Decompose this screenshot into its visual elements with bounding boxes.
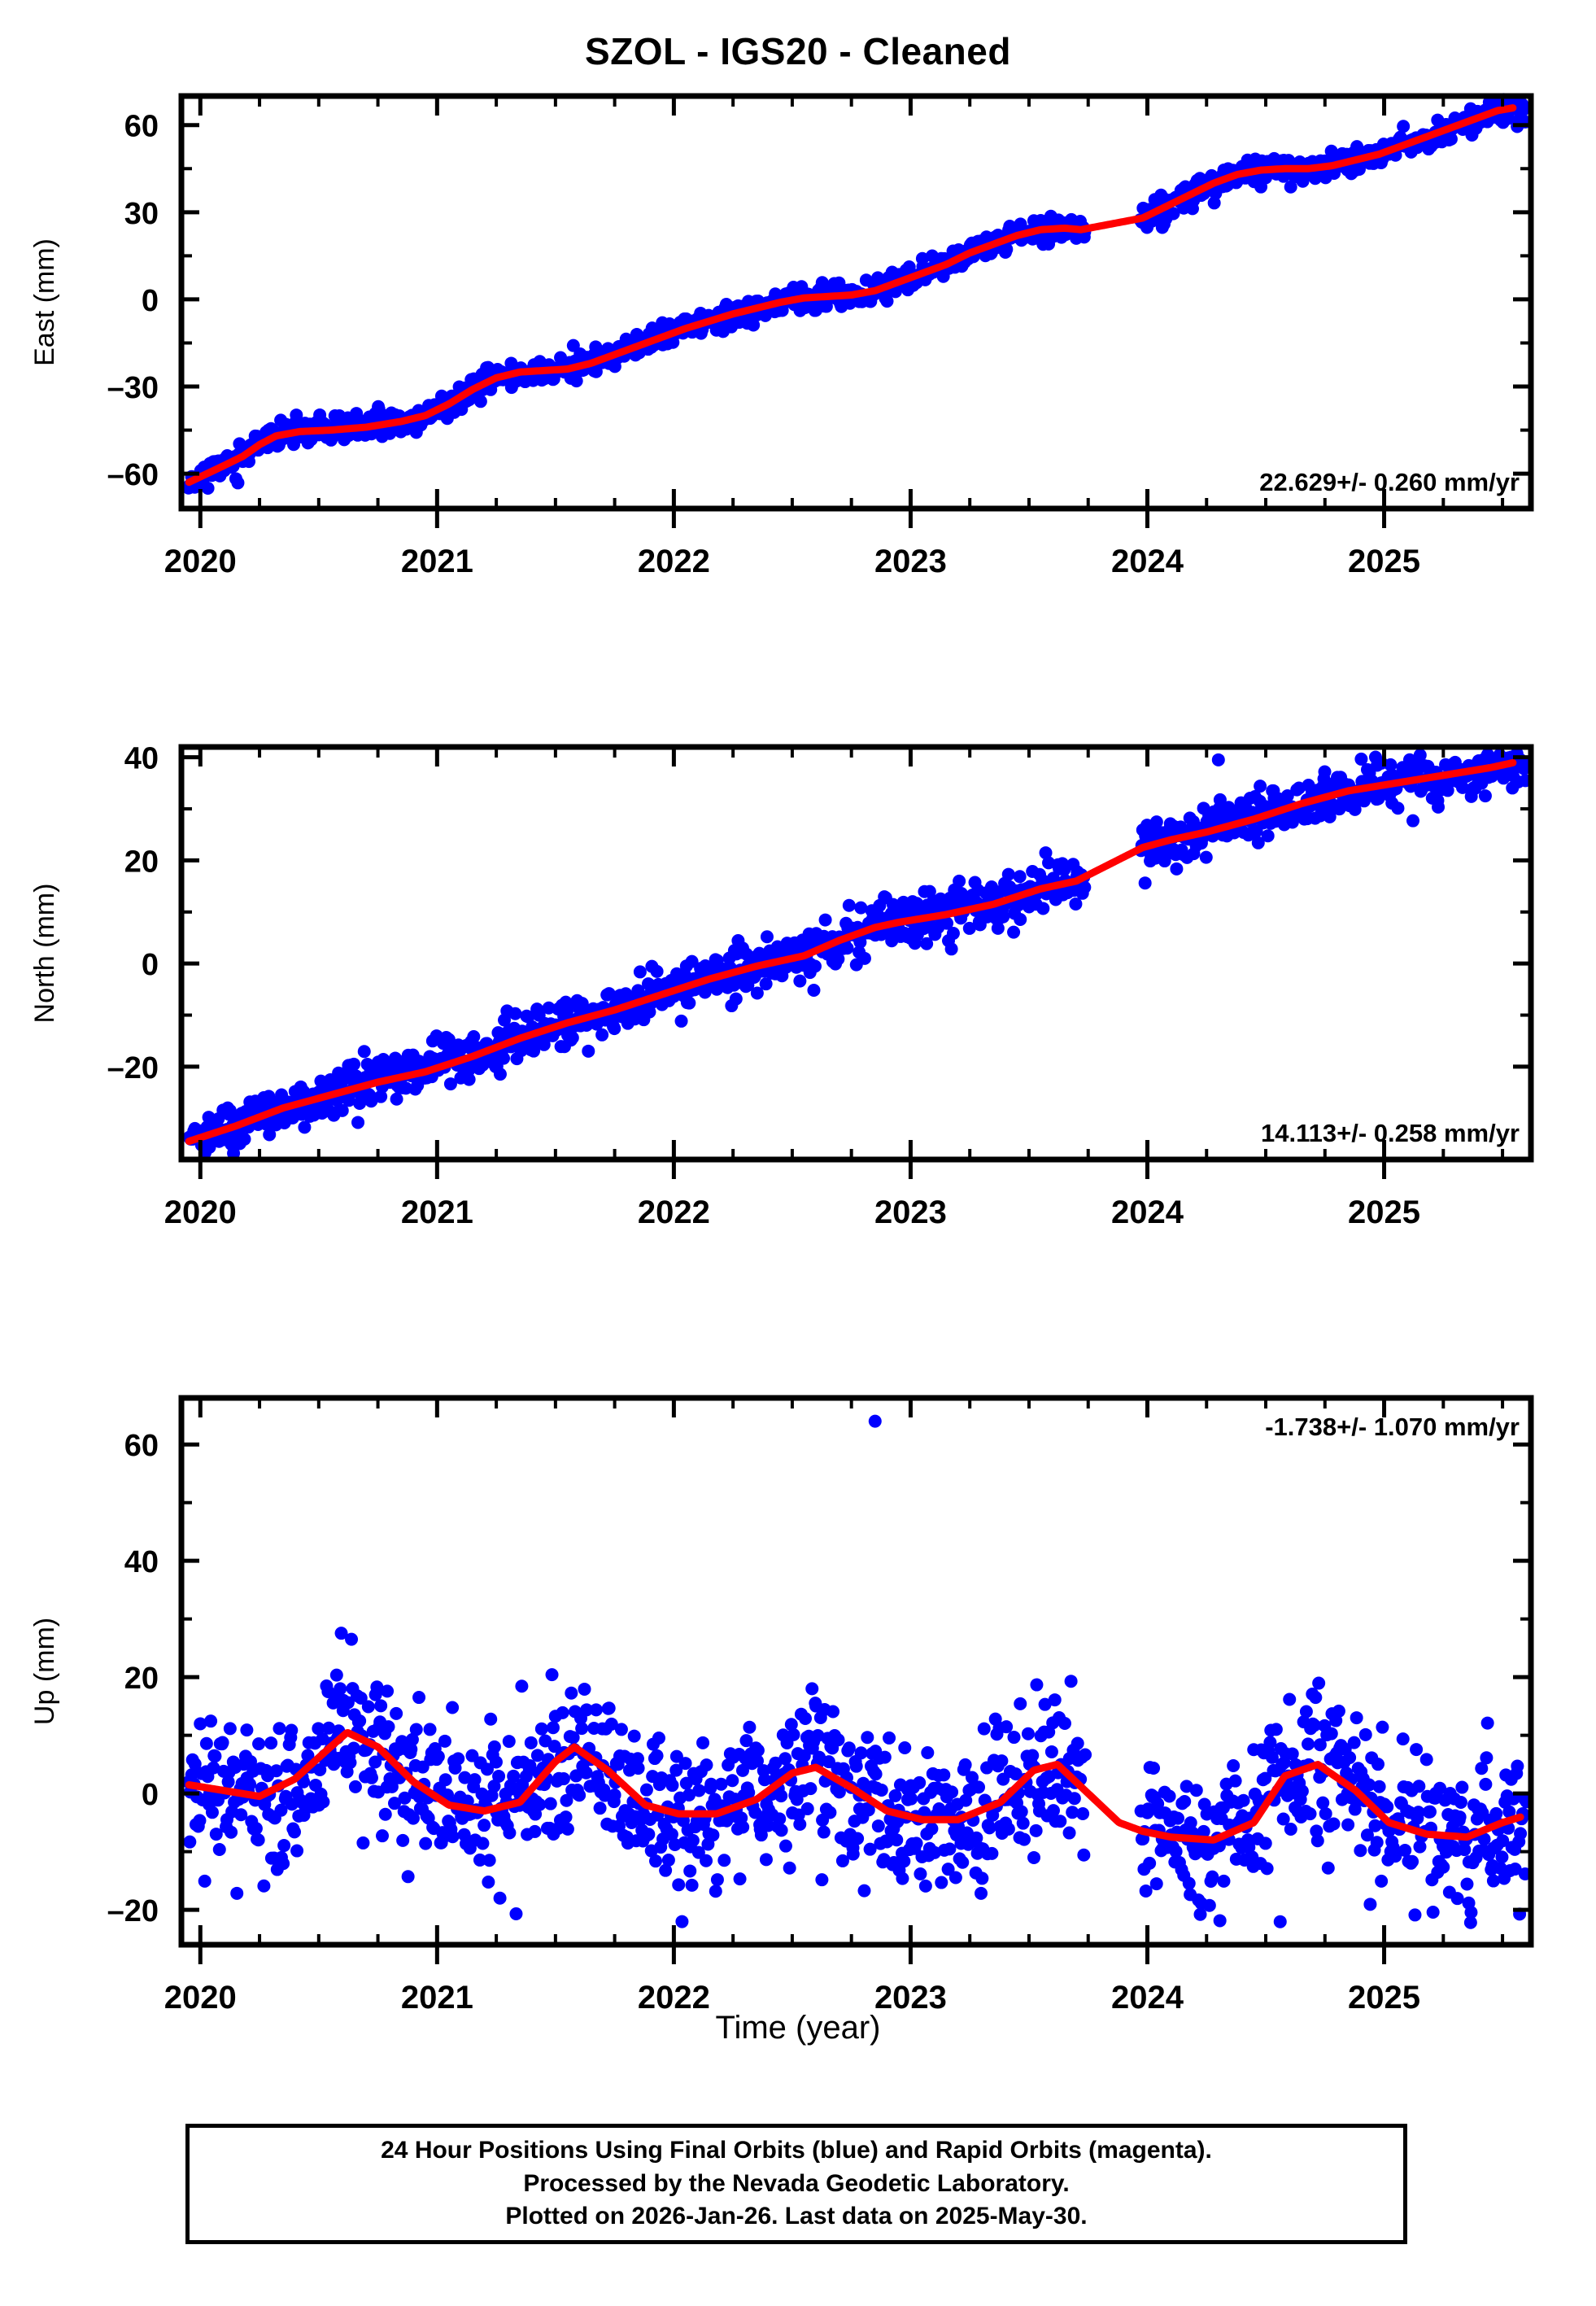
svg-text:–20: –20 xyxy=(107,1051,159,1085)
svg-text:60: 60 xyxy=(124,110,159,144)
svg-text:2025: 2025 xyxy=(1348,544,1420,579)
svg-text:0: 0 xyxy=(142,1778,159,1812)
panel-up: 60 40 20 0 –20 2020 2021 2022 2023 2024 2025 Up (mm… xyxy=(0,1367,1596,2016)
svg-text:2020: 2020 xyxy=(164,544,237,579)
svg-text:–60: –60 xyxy=(107,458,159,492)
svg-text:2025: 2025 xyxy=(1348,1194,1420,1230)
svg-text:2023: 2023 xyxy=(874,544,947,579)
y-axis-label: North (mm) xyxy=(29,884,60,1024)
footer-caption-box: 24 Hour Positions Using Final Orbits (bl… xyxy=(185,2124,1407,2244)
y-axis-label: East (mm) xyxy=(29,238,60,366)
svg-text:2025: 2025 xyxy=(1348,1980,1420,2010)
page-title: SZOL - IGS20 - Cleaned xyxy=(585,30,1011,72)
svg-text:2022: 2022 xyxy=(638,544,710,579)
panel-north: 40 20 0 –20 2020 2021 2022 2023 2024 2025 North (m… xyxy=(0,716,1596,1302)
svg-text:2024: 2024 xyxy=(1111,1194,1184,1230)
svg-text:2024: 2024 xyxy=(1111,544,1184,579)
chart-up: 60 40 20 0 –20 2020 2021 2022 2023 2024 2025 Up (mm… xyxy=(29,1395,1534,2016)
rate-annotation: 22.629+/- 0.260 mm/yr xyxy=(1259,468,1520,496)
footer-line-2: Processed by the Nevada Geodetic Laborat… xyxy=(523,2169,1070,2197)
svg-text:2024: 2024 xyxy=(1111,1980,1184,2010)
svg-text:–30: –30 xyxy=(107,371,159,405)
svg-text:2022: 2022 xyxy=(638,1980,710,2010)
svg-text:0: 0 xyxy=(142,948,159,982)
panel-east: 60 30 0 –30 –60 2020 2021 2022 2023 2024 2025 East … xyxy=(0,65,1596,651)
svg-text:30: 30 xyxy=(124,197,159,231)
svg-text:2022: 2022 xyxy=(638,1194,710,1230)
svg-text:2020: 2020 xyxy=(164,1980,237,2010)
chart-north: 40 20 0 –20 2020 2021 2022 2023 2024 2025 North (m… xyxy=(29,742,1534,1230)
svg-text:0: 0 xyxy=(142,284,159,318)
svg-text:2020: 2020 xyxy=(164,1194,237,1230)
footer-line-3: Plotted on 2026-Jan-26. Last data on 202… xyxy=(505,2203,1088,2230)
svg-text:2023: 2023 xyxy=(874,1980,947,2010)
svg-text:20: 20 xyxy=(124,1662,159,1696)
svg-text:60: 60 xyxy=(124,1429,159,1463)
svg-text:–20: –20 xyxy=(107,1894,159,1928)
rate-annotation: -1.738+/- 1.070 mm/yr xyxy=(1265,1413,1520,1441)
svg-text:20: 20 xyxy=(124,845,159,879)
chart-east: 60 30 0 –30 –60 2020 2021 2022 2023 2024 2025 East … xyxy=(29,93,1534,579)
svg-text:2021: 2021 xyxy=(401,1194,473,1230)
y-axis-label: Up (mm) xyxy=(29,1618,60,1725)
svg-text:2021: 2021 xyxy=(401,544,473,579)
svg-text:2023: 2023 xyxy=(874,1194,947,1230)
footer-line-1: 24 Hour Positions Using Final Orbits (bl… xyxy=(381,2136,1212,2164)
rate-annotation: 14.113+/- 0.258 mm/yr xyxy=(1261,1119,1520,1147)
svg-text:2021: 2021 xyxy=(401,1980,473,2010)
x-axis-title: Time (year) xyxy=(715,2010,881,2046)
svg-text:40: 40 xyxy=(124,1545,159,1579)
svg-text:40: 40 xyxy=(124,742,159,776)
